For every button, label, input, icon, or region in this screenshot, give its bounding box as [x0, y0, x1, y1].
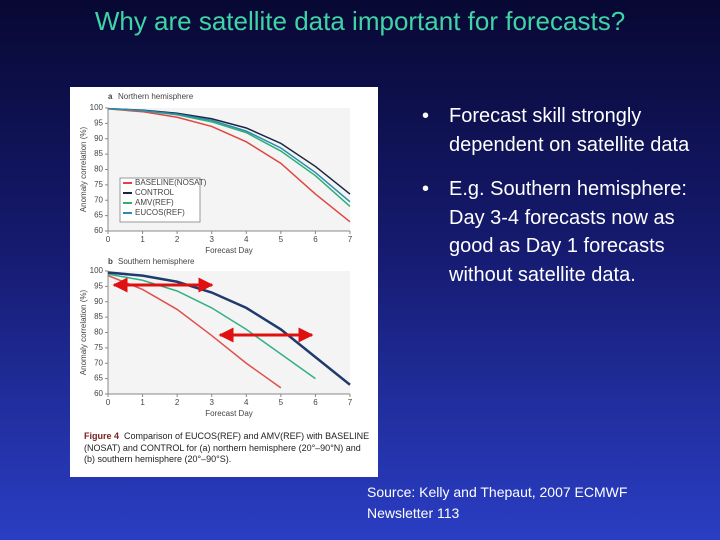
legend-label: BASELINE(NOSAT): [135, 178, 207, 187]
x-tick-label: 4: [244, 235, 249, 244]
y-tick-label: 90: [94, 297, 103, 306]
y-tick-label: 95: [94, 118, 103, 127]
x-tick-label: 6: [313, 398, 318, 407]
panel-letter: b: [108, 257, 113, 266]
plot-area: [108, 271, 350, 394]
x-axis-label: Forecast Day: [205, 246, 253, 255]
legend-box: [119, 177, 201, 223]
slide-title: Why are satellite data important for for…: [94, 6, 626, 36]
y-tick-label: 70: [94, 195, 103, 204]
legend-label: AMV(REF): [135, 198, 174, 207]
x-tick-label: 6: [313, 235, 318, 244]
y-tick-label: 75: [94, 180, 103, 189]
y-tick-label: 75: [94, 343, 103, 352]
y-tick-label: 85: [94, 312, 103, 321]
legend-label: EUCOS(REF): [135, 208, 185, 217]
chart-title: Southern hemisphere: [118, 257, 195, 266]
caption-label: Figure 4: [84, 431, 120, 441]
y-tick-label: 65: [94, 374, 103, 383]
x-tick-label: 1: [140, 235, 145, 244]
x-tick-label: 4: [244, 398, 249, 407]
source-note: Source: Kelly and Thepaut, 2007 ECMWF Ne…: [367, 484, 628, 521]
y-tick-label: 85: [94, 149, 103, 158]
caption-text: Comparison of EUCOS(REF) and AMV(REF) wi…: [84, 431, 370, 464]
x-tick-label: 2: [175, 398, 180, 407]
x-tick-label: 3: [209, 235, 214, 244]
y-axis-label: Anomaly correlation (%): [79, 126, 88, 212]
y-tick-label: 60: [94, 226, 103, 235]
bullet: Forecast skill strongly dependent on sat…: [420, 102, 700, 159]
x-tick-label: 2: [175, 235, 180, 244]
series-line: [107, 108, 351, 223]
figure-caption: Figure 4 Comparison of EUCOS(REF) and AM…: [84, 431, 374, 466]
x-tick-label: 0: [106, 398, 111, 407]
bullet-list: Forecast skill strongly dependent on sat…: [420, 102, 700, 306]
x-tick-label: 5: [279, 235, 284, 244]
y-axis-label: Anomaly correlation (%): [79, 289, 88, 375]
x-axis-label: Forecast Day: [205, 409, 253, 418]
x-tick-label: 0: [106, 235, 111, 244]
y-tick-label: 60: [94, 389, 103, 398]
y-tick-label: 100: [90, 103, 104, 112]
x-tick-label: 7: [348, 398, 353, 407]
x-tick-label: 1: [140, 398, 145, 407]
series-line: [107, 107, 351, 203]
y-tick-label: 65: [94, 211, 103, 220]
legend-label: CONTROL: [135, 188, 175, 197]
y-tick-label: 100: [90, 266, 104, 275]
x-tick-label: 7: [348, 235, 353, 244]
y-tick-label: 70: [94, 358, 103, 367]
bullet: E.g. Southern hemisphere: Day 3-4 foreca…: [420, 175, 700, 289]
y-tick-label: 95: [94, 281, 103, 290]
y-tick-label: 80: [94, 165, 103, 174]
series-line: [107, 271, 351, 386]
x-tick-label: 5: [279, 398, 284, 407]
x-tick-label: 3: [209, 398, 214, 407]
panel-letter: a: [108, 92, 113, 101]
y-tick-label: 90: [94, 134, 103, 143]
chart-title: Northern hemisphere: [118, 92, 194, 101]
y-tick-label: 80: [94, 328, 103, 337]
